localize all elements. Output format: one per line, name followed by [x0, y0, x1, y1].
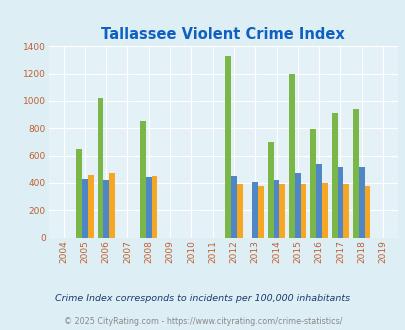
Bar: [300, 184, 306, 238]
Bar: [267, 142, 273, 238]
Bar: [310, 129, 315, 238]
Bar: [225, 56, 230, 238]
Bar: [109, 173, 115, 238]
Bar: [236, 183, 242, 238]
Bar: [364, 186, 369, 238]
Bar: [87, 175, 93, 238]
Bar: [358, 167, 364, 238]
Bar: [230, 176, 236, 238]
Bar: [258, 186, 263, 238]
Bar: [321, 183, 327, 238]
Bar: [337, 167, 342, 238]
Bar: [315, 164, 321, 238]
Bar: [331, 113, 337, 238]
Bar: [252, 182, 258, 238]
Bar: [76, 149, 82, 238]
Bar: [145, 177, 151, 238]
Bar: [82, 179, 87, 238]
Bar: [352, 109, 358, 238]
Bar: [97, 98, 103, 238]
Bar: [288, 74, 294, 238]
Bar: [103, 180, 109, 238]
Text: © 2025 CityRating.com - https://www.cityrating.com/crime-statistics/: © 2025 CityRating.com - https://www.city…: [64, 317, 341, 326]
Bar: [273, 180, 279, 238]
Text: Crime Index corresponds to incidents per 100,000 inhabitants: Crime Index corresponds to incidents per…: [55, 294, 350, 303]
Bar: [151, 176, 157, 238]
Bar: [140, 121, 145, 238]
Bar: [294, 173, 300, 238]
Bar: [279, 184, 284, 238]
Bar: [342, 183, 348, 238]
Title: Tallassee Violent Crime Index: Tallassee Violent Crime Index: [101, 27, 344, 42]
